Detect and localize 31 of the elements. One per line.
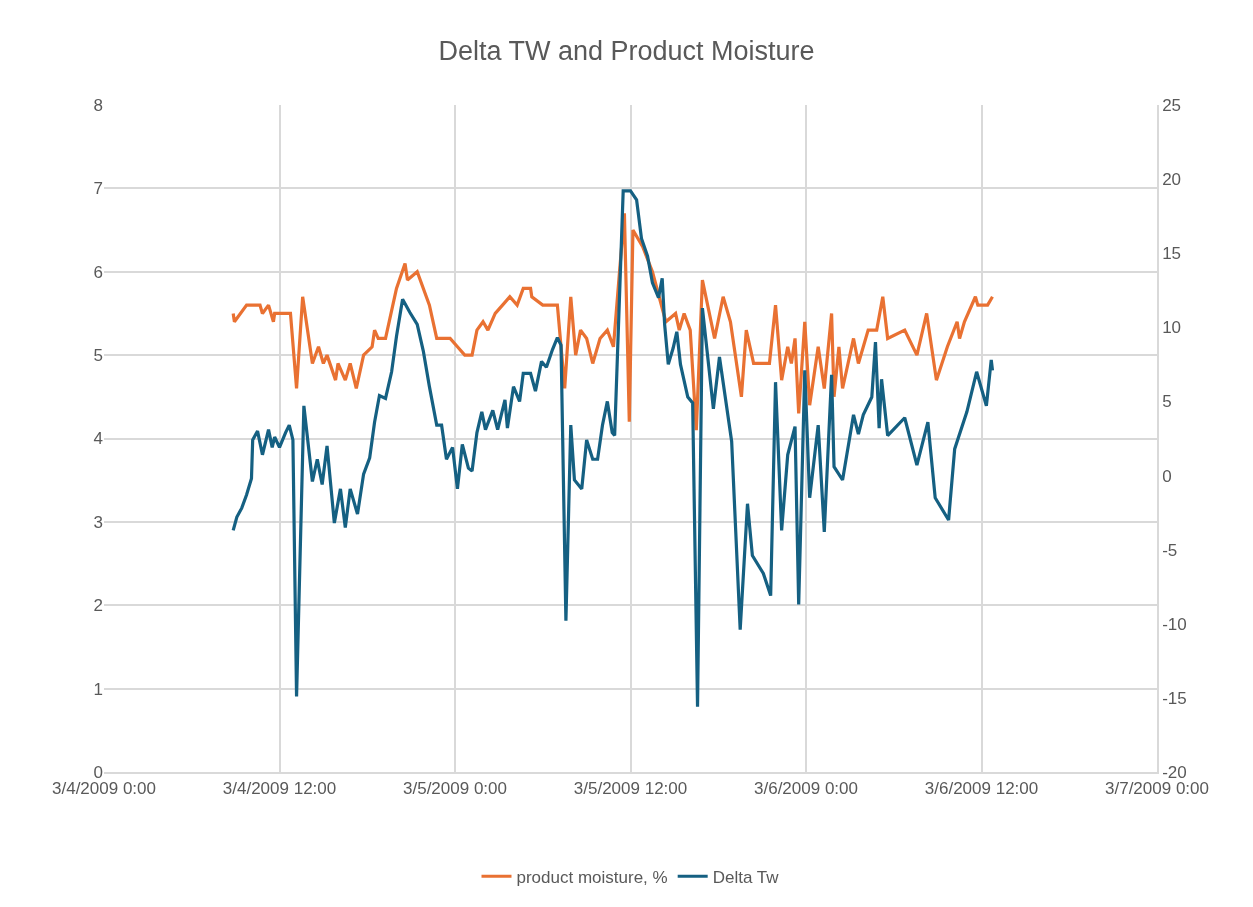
x-tick-label: 3/4/2009 0:00 bbox=[52, 779, 156, 799]
chart-title: Delta TW and Product Moisture bbox=[438, 35, 815, 66]
y-tick-label: 3 bbox=[93, 512, 103, 532]
y2-tick-label: 0 bbox=[1162, 466, 1172, 486]
y2-tick-label: 25 bbox=[1162, 95, 1182, 115]
y-tick-label: 7 bbox=[93, 179, 103, 199]
y-tick-label: 8 bbox=[93, 95, 103, 115]
y2-tick-label: 5 bbox=[1162, 392, 1172, 412]
y2-tick-label: -5 bbox=[1162, 540, 1178, 560]
y2-tick-label: 10 bbox=[1162, 318, 1182, 338]
y-tick-label: 5 bbox=[93, 346, 103, 366]
x-tick-label: 3/4/2009 12:00 bbox=[222, 779, 337, 799]
x-tick-label: 3/6/2009 0:00 bbox=[754, 779, 858, 799]
y2-tick-label: 15 bbox=[1162, 244, 1182, 264]
y-tick-label: 0 bbox=[93, 762, 103, 782]
y2-tick-label: 20 bbox=[1162, 170, 1182, 190]
y-tick-label: 6 bbox=[93, 262, 103, 282]
x-tick-label: 3/5/2009 12:00 bbox=[573, 779, 688, 799]
line-series bbox=[231, 211, 995, 432]
y-tick-label: 1 bbox=[93, 679, 103, 699]
y2-tick-label: -20 bbox=[1162, 762, 1187, 782]
x-tick-label: 3/7/2009 0:00 bbox=[1105, 779, 1209, 799]
legend-label: Delta Tw bbox=[712, 867, 780, 887]
y2-tick-label: -10 bbox=[1162, 614, 1187, 634]
x-tick-label: 3/5/2009 0:00 bbox=[403, 779, 507, 799]
legend-label: product moisture, % bbox=[516, 867, 668, 887]
line-series bbox=[231, 189, 995, 709]
x-tick-label: 3/6/2009 12:00 bbox=[924, 779, 1039, 799]
y-tick-label: 2 bbox=[93, 596, 103, 616]
y2-tick-label: -15 bbox=[1162, 688, 1187, 708]
y-tick-label: 4 bbox=[93, 429, 103, 449]
